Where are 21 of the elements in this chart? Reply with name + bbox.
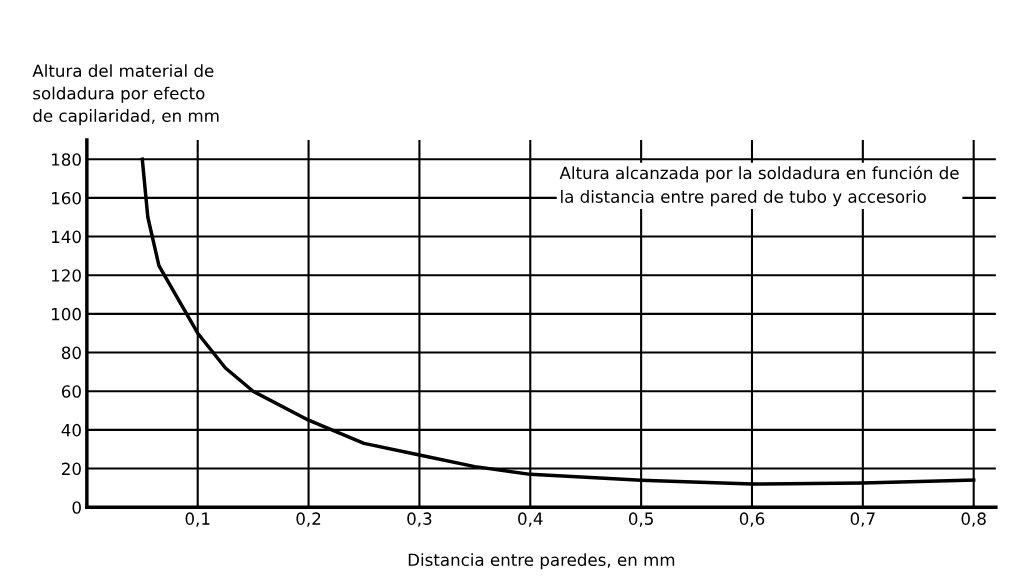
- y-tick-label: 180: [52, 153, 81, 166]
- y-tick-label: 160: [52, 191, 81, 205]
- x-tick-label: 0,8: [961, 512, 986, 527]
- x-tick-label: 0,4: [518, 512, 543, 527]
- y-tick-label: 40: [61, 423, 81, 437]
- x-tick-label: 0,2: [296, 512, 321, 527]
- x-tick-label: 0,3: [407, 512, 432, 527]
- y-tick-label: 60: [61, 385, 81, 398]
- x-tick-label: 0,6: [739, 512, 765, 527]
- y-tick-label: 140: [52, 230, 81, 244]
- y-tick-label: 80: [61, 346, 81, 360]
- x-tick-label: 0,7: [850, 512, 875, 527]
- x-tick-label: 0,1: [185, 512, 210, 527]
- annotation: Altura alcanzada por la soldadura en función de la distancia entre pared de tubo y accesorio: [559, 165, 959, 207]
- x-tick-label: 0,5: [628, 512, 653, 527]
- y-axis-title: Altura del material de soldadura por efecto de capilaridad, en mm: [32, 64, 219, 126]
- y-tick-label: 100: [52, 307, 81, 321]
- y-tick-label: 20: [62, 462, 81, 476]
- y-tick-label: 0: [72, 501, 81, 514]
- x-axis-title: Distancia entre paredes, en mm: [408, 553, 675, 570]
- y-tick-label: 120: [52, 269, 81, 282]
